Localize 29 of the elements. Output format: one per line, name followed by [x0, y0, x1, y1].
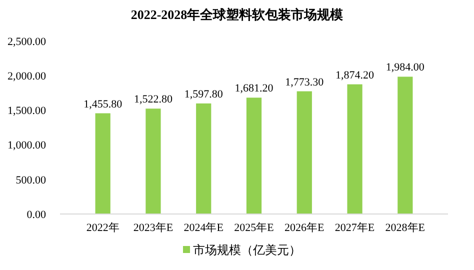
- data-label: 1,597.80: [184, 88, 224, 100]
- y-tick-label: 1,000.00: [8, 140, 46, 152]
- x-tick-label: 2027年E: [334, 222, 375, 234]
- chart-title: 2022-2028年全球塑料软包装市场规模: [130, 7, 344, 22]
- bar: [296, 91, 312, 214]
- bar: [95, 113, 110, 214]
- x-tick-label: 2023年E: [133, 222, 174, 234]
- bar: [398, 76, 413, 214]
- data-label: 1,522.80: [134, 94, 173, 106]
- y-tick-label: 2,500.00: [8, 36, 46, 48]
- y-tick-label: 0.00: [26, 208, 46, 221]
- y-tick-label: 2,000.00: [8, 70, 46, 82]
- x-tick-label: 2022年: [86, 222, 120, 234]
- x-tick-label: 2025年E: [234, 222, 274, 234]
- bar: [246, 98, 262, 214]
- y-tick-label: 1,500.00: [8, 105, 46, 118]
- x-tick-label: 2026年E: [284, 222, 325, 234]
- data-label: 1,455.80: [84, 98, 123, 110]
- legend-label: 市场规模（亿美元）: [193, 243, 301, 257]
- x-tick-label: 2028年E: [385, 222, 426, 234]
- bar: [196, 103, 212, 214]
- y-tick-label: 500.00: [16, 174, 46, 186]
- data-label: 1,874.20: [336, 69, 375, 82]
- data-label: 1,984.00: [386, 62, 425, 74]
- bar: [146, 108, 161, 214]
- bar: [347, 84, 362, 214]
- x-tick-label: 2024年E: [184, 222, 224, 234]
- data-label: 1,681.20: [234, 82, 274, 95]
- data-label: 1,773.30: [285, 76, 324, 88]
